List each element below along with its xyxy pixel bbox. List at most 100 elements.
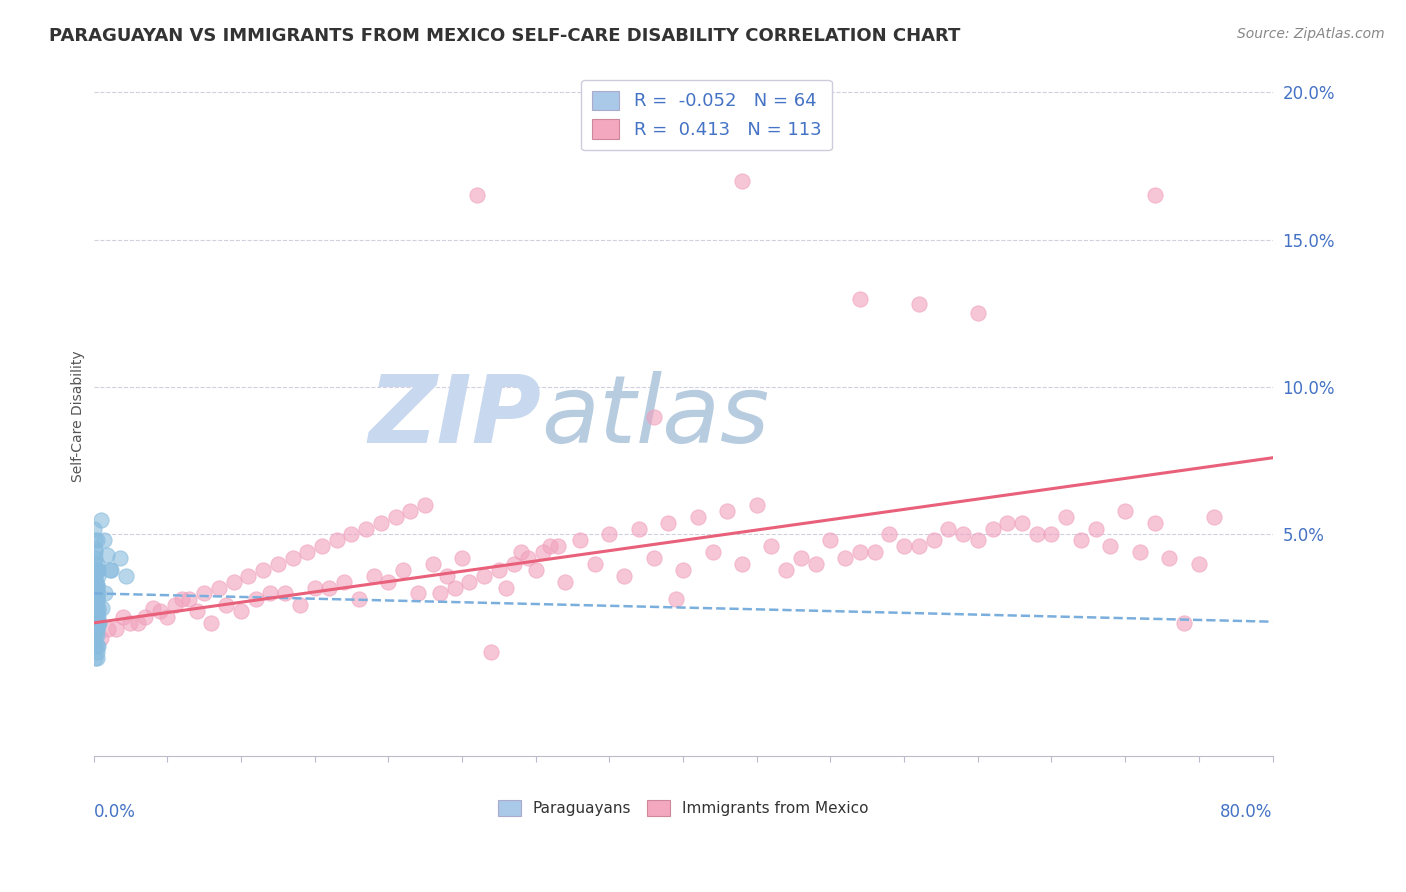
Point [86,615,108,630]
Point [340,527,363,541]
Point [83,568,105,582]
Point [87,563,110,577]
Point [170,592,193,607]
Point [1159,551,1181,566]
Point [406,586,429,600]
Text: Source: ZipAtlas.com: Source: ZipAtlas.com [1237,27,1385,41]
Point [1040,527,1063,541]
Point [952,527,974,541]
Point [502,557,524,571]
Point [413,498,436,512]
Point [229,604,252,618]
Point [377,574,399,589]
Point [83,613,105,627]
Point [318,581,340,595]
Point [1114,504,1136,518]
Point [86,577,108,591]
Point [100,563,122,577]
Point [1202,509,1225,524]
Point [86,586,108,600]
Point [90,513,112,527]
Point [702,545,724,559]
Point [643,409,665,424]
Point [524,563,547,577]
Point [86,640,108,654]
Point [83,563,105,577]
Point [333,574,356,589]
Point [834,551,856,566]
Point [108,551,131,566]
Point [84,622,107,636]
Point [790,551,813,566]
Point [672,563,695,577]
Point [84,592,107,607]
Point [83,601,105,615]
Point [547,539,569,553]
Point [83,522,105,536]
Point [96,548,118,562]
Point [87,610,110,624]
Point [84,631,107,645]
Point [86,533,108,548]
Text: PARAGUAYAN VS IMMIGRANTS FROM MEXICO SELF-CARE DISABILITY CORRELATION CHART: PARAGUAYAN VS IMMIGRANTS FROM MEXICO SEL… [49,27,960,45]
Point [208,581,231,595]
Legend: Paraguayans, Immigrants from Mexico: Paraguayans, Immigrants from Mexico [492,794,875,822]
Point [274,586,297,600]
Point [112,610,135,624]
Point [86,592,108,607]
Point [966,306,988,320]
Point [1143,188,1166,202]
Point [458,574,481,589]
Point [311,539,333,553]
Point [267,557,290,571]
Point [84,651,107,665]
Point [922,533,945,548]
Point [554,574,576,589]
Point [86,622,108,636]
Point [879,527,901,541]
Point [731,557,754,571]
Point [86,592,108,607]
Point [392,563,415,577]
Point [820,533,842,548]
Point [141,601,163,615]
Point [84,636,107,650]
Text: 80.0%: 80.0% [1220,803,1272,821]
Point [134,610,156,624]
Point [84,572,107,586]
Point [115,568,138,582]
Point [304,581,326,595]
Point [643,551,665,566]
Point [83,607,105,621]
Point [761,539,783,553]
Point [472,568,495,582]
Point [186,604,208,618]
Point [1143,516,1166,530]
Point [981,522,1004,536]
Point [90,631,112,645]
Point [354,522,377,536]
Point [325,533,347,548]
Point [83,631,105,645]
Point [731,174,754,188]
Point [531,545,554,559]
Point [87,615,110,630]
Point [363,568,385,582]
Point [215,598,238,612]
Point [86,651,108,665]
Point [716,504,738,518]
Point [84,581,107,595]
Point [465,188,488,202]
Point [84,542,107,557]
Point [281,551,304,566]
Point [84,592,107,607]
Point [517,551,540,566]
Point [1173,615,1195,630]
Point [238,568,260,582]
Point [583,557,606,571]
Point [245,592,267,607]
Point [1025,527,1047,541]
Point [1129,545,1152,559]
Point [775,563,797,577]
Text: 0.0%: 0.0% [94,803,135,821]
